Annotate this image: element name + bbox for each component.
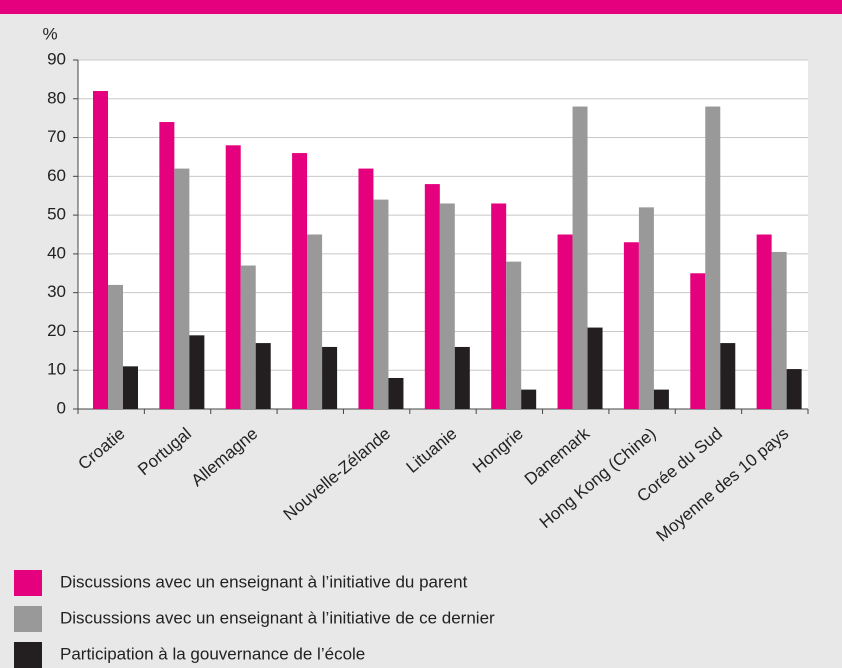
y-tick-label: 60 <box>47 166 66 185</box>
y-tick-label: 80 <box>47 88 66 107</box>
bar <box>93 91 108 410</box>
bar <box>491 203 507 409</box>
bar <box>587 327 603 409</box>
bar <box>521 389 537 409</box>
bar <box>174 168 190 409</box>
y-tick-label: 70 <box>47 127 66 146</box>
bar <box>225 145 241 410</box>
bar <box>292 153 308 409</box>
legend-label: Discussions avec un enseignant à l’initi… <box>60 608 495 627</box>
bar <box>572 106 588 410</box>
bar <box>307 234 323 409</box>
header-bar <box>0 0 842 14</box>
bar <box>756 234 772 409</box>
bar <box>653 389 669 409</box>
bar <box>439 203 455 409</box>
bar <box>771 251 787 409</box>
y-tick-label: 40 <box>47 243 66 262</box>
bar <box>638 207 654 409</box>
legend-swatch <box>14 570 42 596</box>
bar <box>123 366 138 409</box>
bar <box>720 343 736 409</box>
y-tick-label: 90 <box>47 49 66 68</box>
bar <box>322 346 338 409</box>
legend-label: Discussions avec un enseignant à l’initi… <box>60 572 468 591</box>
bar <box>358 168 374 409</box>
bar <box>424 184 440 409</box>
y-tick-label: 10 <box>47 360 66 379</box>
bar <box>506 261 522 409</box>
y-tick-label: 50 <box>47 205 66 224</box>
legend-label: Participation à la gouvernance de l’écol… <box>60 644 365 663</box>
bar <box>623 242 639 409</box>
bar <box>557 234 573 409</box>
y-tick-label: 20 <box>47 321 66 340</box>
bar <box>690 273 706 409</box>
y-tick-label: 30 <box>47 282 66 301</box>
legend-swatch <box>14 642 42 668</box>
bar <box>786 369 802 409</box>
bar <box>255 343 271 409</box>
bar <box>373 199 389 409</box>
y-axis-label: % <box>42 24 57 43</box>
bar <box>705 106 721 410</box>
bar <box>189 335 205 409</box>
bar <box>108 284 123 409</box>
bar <box>159 122 175 410</box>
legend-swatch <box>14 606 42 632</box>
bar <box>454 346 470 409</box>
y-tick-label: 0 <box>57 398 66 417</box>
bar <box>240 265 256 409</box>
bar <box>388 377 404 409</box>
